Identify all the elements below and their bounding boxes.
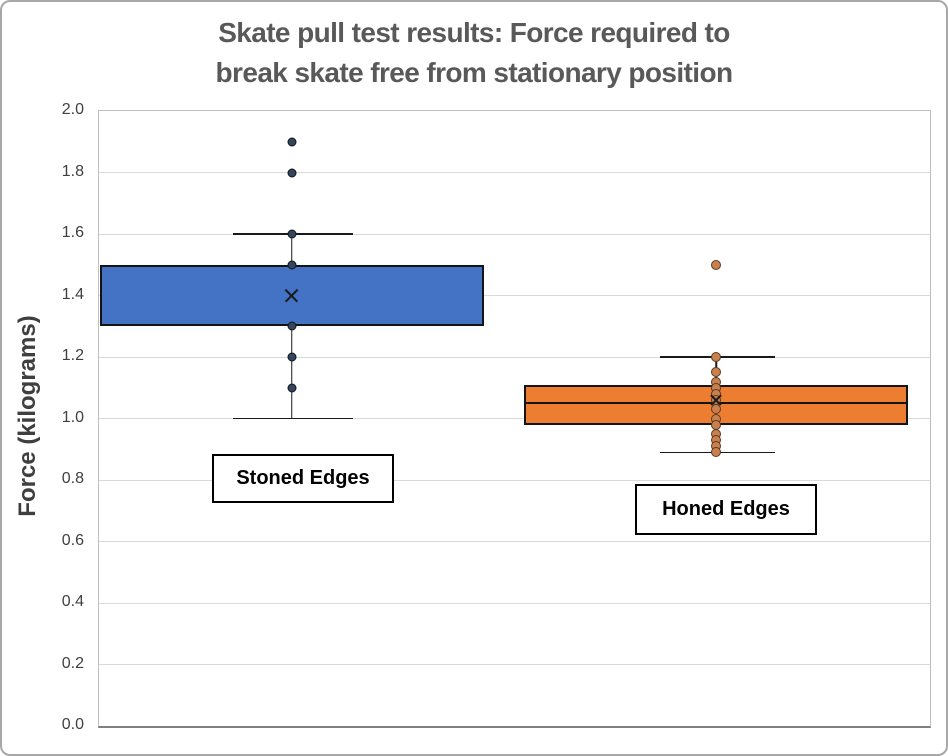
chart-title-line1: Skate pull test results: Force required … [218,17,730,48]
y-axis-tick-label: 2.0 [61,101,84,118]
data-point [711,447,722,458]
chart-title: Skate pull test results: Force required … [2,13,946,93]
lower-whisker-cap [233,417,354,420]
category-label-honed-edges-text: Honed Edges [662,498,790,520]
outlier-point [287,137,297,147]
outlier-point [287,168,297,177]
gridline [99,172,930,173]
y-axis-tick-label: 0.4 [61,593,84,610]
gridline [99,356,930,358]
plot-area [98,110,931,728]
category-label-stoned-edges: Stoned Edges [212,454,394,503]
y-axis-tick-label: 1.8 [61,162,84,180]
lower-whisker-line [291,326,293,419]
gridline [99,233,930,235]
mean-marker [709,393,723,407]
data-point [287,383,297,393]
category-label-honed-edges: Honed Edges [635,484,817,535]
gridline [99,664,930,665]
category-label-stoned-edges-text: Stoned Edges [236,467,370,489]
data-point [711,352,722,362]
gridline [99,418,930,419]
gridline [99,541,930,542]
gridline [99,295,930,296]
chart-title-line2: break skate free from stationary positio… [215,57,734,88]
gridline [99,479,930,481]
y-axis-tick-labels: 2.0 1.8 1.6 1.4 1.2 1.0 0.8 0.6 0.4 0.2 0.0 [2,2,90,754]
data-point [287,321,297,331]
outlier-point [711,259,722,270]
mean-marker [283,287,300,304]
y-axis-tick-label: 1.4 [61,285,84,303]
y-axis-tick-label: 1.6 [61,224,84,241]
y-axis-tick-label: 1.2 [61,347,84,364]
y-axis-tick-label: 0.2 [61,654,84,672]
upper-whisker-line [291,234,293,265]
y-axis-tick-label: 0.6 [61,531,84,549]
data-point [287,229,297,239]
data-point [287,352,297,362]
y-axis-tick-label: 1.0 [61,408,84,426]
data-point [287,260,297,270]
y-axis-tick-label: 0.8 [61,470,84,487]
y-axis-tick-label: 0.0 [61,716,84,733]
gridline [99,602,930,604]
